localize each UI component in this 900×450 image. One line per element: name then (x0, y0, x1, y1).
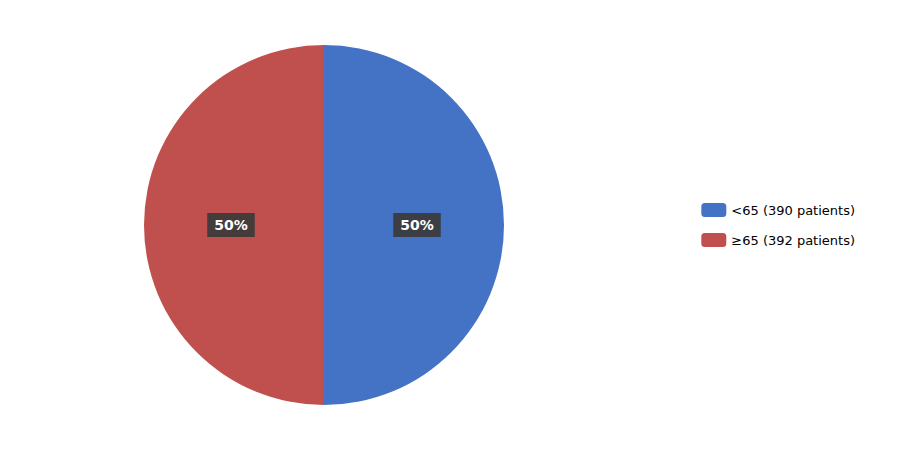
svg-text:<65 (390 patients): <65 (390 patients) (731, 203, 855, 218)
svg-text:50%: 50% (400, 217, 434, 233)
svg-text:50%: 50% (214, 217, 248, 233)
svg-text:≥65 (392 patients): ≥65 (392 patients) (731, 233, 855, 248)
